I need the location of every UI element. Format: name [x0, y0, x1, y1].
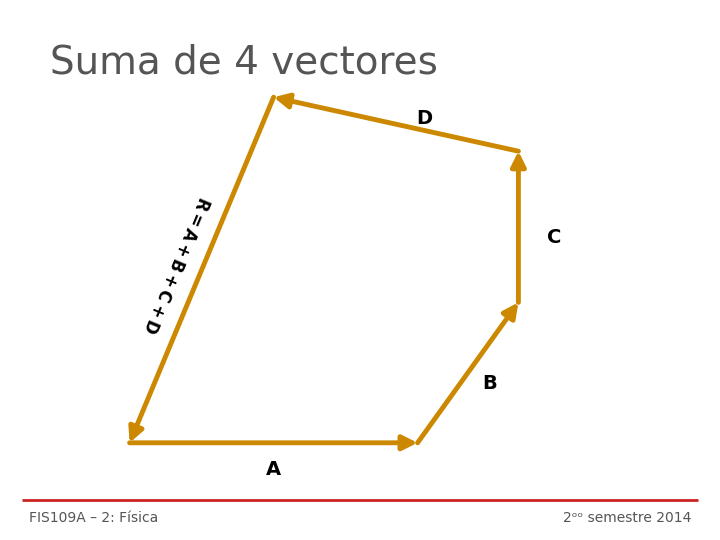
Text: $\mathbf{R = A + B + C + D}$: $\mathbf{R = A + B + C + D}$: [140, 193, 213, 336]
Text: FIS109A – 2: Física: FIS109A – 2: Física: [29, 511, 158, 525]
Text: B: B: [482, 374, 497, 393]
Text: Suma de 4 vectores: Suma de 4 vectores: [50, 43, 438, 81]
Text: 2ᵒᵒ semestre 2014: 2ᵒᵒ semestre 2014: [563, 511, 691, 525]
Text: A: A: [266, 460, 282, 480]
Text: C: C: [547, 228, 562, 247]
Text: D: D: [417, 109, 433, 129]
